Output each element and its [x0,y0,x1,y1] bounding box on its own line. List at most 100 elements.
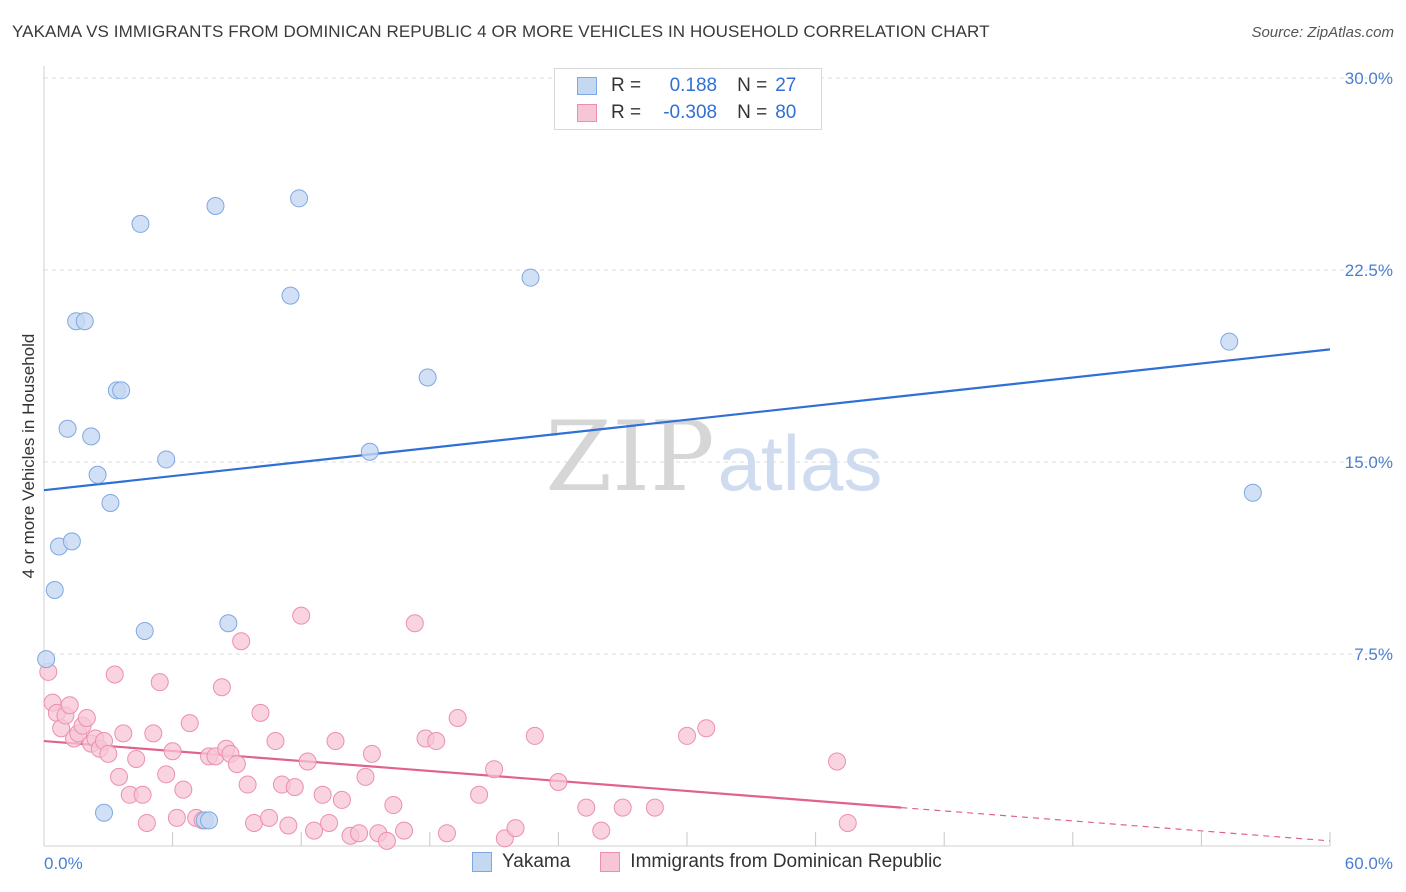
dominican-point [110,767,129,786]
dominican-point [212,678,231,697]
yakama-point [290,189,309,208]
trendlines [43,348,1331,842]
y-tick-label: 15.0% [1345,453,1393,472]
source-label: Source: ZipAtlas.com [1251,24,1394,41]
yakama-swatch [577,77,597,95]
yakama-legend-swatch [472,852,492,872]
yakama-point [521,268,540,287]
stats-row-yakama: R = 0.188 N = 27 [577,73,796,99]
yakama-point [101,493,120,512]
dominican-point [150,673,169,692]
dominican-point [448,709,467,727]
dominican-point [292,606,311,625]
yakama-point [206,197,225,215]
dominican-point [525,726,544,745]
stats-legend: R = 0.188 N = 27 R = -0.308 N = 80 [554,68,822,130]
dominican-point [470,785,489,804]
chart-title: YAKAMA VS IMMIGRANTS FROM DOMINICAN REPU… [12,22,990,41]
n-value: 27 [775,75,797,96]
yakama-point [58,419,77,438]
dominican-point [163,742,182,761]
yakama-point [82,427,101,446]
y-tick-label: 22.5% [1345,261,1393,280]
yakama-point [88,465,107,484]
x-tick-label: 60.0% [1345,854,1393,873]
data-points [37,189,1262,850]
dominican-point [227,755,246,774]
yakama-point [112,381,131,400]
dominican-point [99,744,118,763]
axes [43,66,1331,847]
dominican-point [157,765,176,784]
yakama-point [131,214,150,233]
dominican-point [167,808,186,827]
dominican-point [127,749,146,768]
n-label: N = [737,75,768,96]
yakama-point [135,621,154,640]
yakama-point [37,650,56,669]
yakama-point [75,312,94,331]
x-tick-label: 0.0% [44,854,83,873]
n-label: N = [737,102,768,123]
yakama-point [281,286,300,305]
legend-item-dominican: Immigrants from Dominican Republic [600,851,942,873]
legend-item-yakama: Yakama [472,851,570,873]
legend-label: Yakama [502,851,571,872]
dominican-point [485,760,504,779]
yakama-point [418,368,437,387]
y-tick-label: 7.5% [1354,645,1393,664]
dominican-point [405,614,424,633]
dominican-point [828,752,847,771]
dominican-point [506,819,525,838]
yakama-point [62,532,81,551]
yakama-point [1243,483,1262,502]
yakama-point [45,581,64,599]
dominican-point [238,775,257,794]
dominican-point [326,732,345,751]
series-legend: Yakama Immigrants from Dominican Republi… [472,851,972,873]
dominican-point [144,724,163,743]
dominican-point [377,831,396,850]
yakama-point [219,614,238,633]
dominican-point [285,778,304,797]
tick-labels: 7.5% 15.0% 22.5% 30.0% 0.0% 60.0% [44,69,1393,873]
dominican-point [313,785,332,804]
dominican-point [362,744,381,763]
yakama-point [157,450,176,469]
dominican-point [137,813,156,832]
legend-label: Immigrants from Dominican Republic [630,851,942,872]
dominican-point [577,798,596,817]
n-value: 80 [775,102,797,123]
dominican-point [592,821,611,840]
watermark-atlas: atlas [718,419,883,507]
dominican-point [232,632,251,651]
dominican-point [251,703,270,722]
dominican-point [678,726,696,745]
dominican-point [105,665,124,684]
dominican-point [395,821,414,840]
dominican-point [266,732,285,751]
dominican-point [549,773,568,791]
dominican-swatch [577,104,597,122]
dominican-point [613,798,632,817]
dominican-point [114,724,133,743]
dominican-point [245,813,264,832]
dominican-point [174,780,193,799]
dominican-trendline-extension [901,807,1331,842]
grid [44,77,1390,655]
dominican-point [180,714,199,733]
dominican-point [356,767,375,786]
y-axis-title: 4 or more Vehicles in Household [19,334,38,579]
yakama-point [1220,332,1239,351]
yakama-trendline [43,348,1331,492]
dominican-point [332,790,351,809]
dominican-point [838,813,857,832]
watermark: ZIP atlas [545,401,882,513]
dominican-legend-swatch [600,852,621,872]
r-label: R = [611,75,642,96]
dominican-point [350,824,369,843]
dominican-point [645,798,664,817]
yakama-point [95,803,114,822]
r-value: -0.308 [663,102,718,123]
